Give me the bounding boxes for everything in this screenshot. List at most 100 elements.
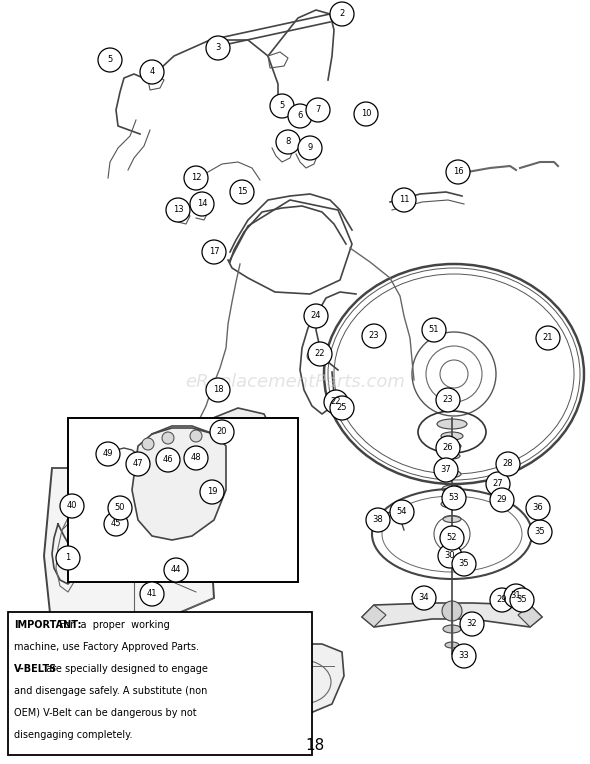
Circle shape <box>436 388 460 412</box>
Text: 39: 39 <box>121 663 132 672</box>
Text: 40: 40 <box>67 501 77 510</box>
Text: 18: 18 <box>212 386 223 394</box>
Circle shape <box>452 644 476 668</box>
Text: 34: 34 <box>419 594 430 603</box>
Ellipse shape <box>441 432 463 440</box>
Circle shape <box>289 111 303 125</box>
Circle shape <box>156 448 180 472</box>
Circle shape <box>362 324 386 348</box>
Circle shape <box>392 188 416 212</box>
Circle shape <box>104 512 128 536</box>
Circle shape <box>496 452 520 476</box>
Circle shape <box>330 396 354 420</box>
Circle shape <box>486 472 510 496</box>
Ellipse shape <box>443 442 461 449</box>
Circle shape <box>210 420 234 444</box>
Text: 36: 36 <box>533 503 543 513</box>
Circle shape <box>510 588 534 612</box>
Circle shape <box>354 102 378 126</box>
Ellipse shape <box>443 516 461 523</box>
Text: 24: 24 <box>311 312 321 321</box>
Circle shape <box>438 544 462 568</box>
Text: 22: 22 <box>331 397 341 406</box>
Ellipse shape <box>441 500 463 508</box>
Circle shape <box>436 436 460 460</box>
Text: 32: 32 <box>467 620 477 629</box>
Circle shape <box>273 101 287 115</box>
Circle shape <box>440 526 464 550</box>
Circle shape <box>288 104 312 128</box>
Ellipse shape <box>444 453 460 459</box>
Polygon shape <box>362 603 542 627</box>
Circle shape <box>298 136 322 160</box>
Text: 53: 53 <box>448 494 459 503</box>
Text: 2: 2 <box>339 9 345 18</box>
Circle shape <box>114 656 138 680</box>
Ellipse shape <box>443 471 461 478</box>
Circle shape <box>460 612 484 636</box>
Circle shape <box>302 144 314 156</box>
Text: 43: 43 <box>293 695 303 704</box>
Circle shape <box>304 304 328 328</box>
Circle shape <box>206 36 230 60</box>
Circle shape <box>206 378 230 402</box>
Circle shape <box>140 582 164 606</box>
Circle shape <box>390 500 414 524</box>
Circle shape <box>536 326 560 350</box>
Circle shape <box>307 105 321 119</box>
Polygon shape <box>518 605 542 627</box>
Text: 12: 12 <box>191 173 201 183</box>
Text: 5: 5 <box>107 56 113 64</box>
Circle shape <box>422 318 446 342</box>
Text: 47: 47 <box>133 459 143 468</box>
Text: 8: 8 <box>286 138 291 147</box>
Text: 13: 13 <box>173 206 183 215</box>
Text: 27: 27 <box>493 480 503 488</box>
Text: 51: 51 <box>429 325 439 335</box>
Text: 19: 19 <box>206 487 217 497</box>
Bar <box>8 612 312 755</box>
Polygon shape <box>172 460 262 530</box>
Text: 5: 5 <box>280 102 284 111</box>
Text: 6: 6 <box>297 112 303 121</box>
Circle shape <box>308 342 332 366</box>
Text: 11: 11 <box>399 196 409 205</box>
Circle shape <box>528 520 552 544</box>
Circle shape <box>230 180 254 204</box>
Circle shape <box>526 496 550 520</box>
Text: 33: 33 <box>458 652 470 661</box>
Circle shape <box>442 486 466 510</box>
Circle shape <box>60 494 84 518</box>
Circle shape <box>200 480 224 504</box>
Circle shape <box>286 688 310 712</box>
Text: machine, use Factory Approved Parts.: machine, use Factory Approved Parts. <box>14 642 199 652</box>
Circle shape <box>140 60 164 84</box>
Text: 14: 14 <box>196 199 207 209</box>
Circle shape <box>142 438 154 450</box>
Circle shape <box>202 240 226 264</box>
Circle shape <box>490 488 514 512</box>
Text: IMPORTANT:: IMPORTANT: <box>14 620 81 630</box>
Circle shape <box>307 351 317 361</box>
Text: 45: 45 <box>111 520 122 529</box>
Ellipse shape <box>442 485 462 493</box>
Text: 15: 15 <box>237 187 247 196</box>
Text: 37: 37 <box>441 465 451 474</box>
Text: 1: 1 <box>65 553 71 562</box>
Text: 31: 31 <box>511 591 522 601</box>
Circle shape <box>412 586 436 610</box>
Ellipse shape <box>443 625 461 633</box>
Text: eReplacementParts.com: eReplacementParts.com <box>185 373 405 391</box>
Text: 25: 25 <box>337 403 348 413</box>
Text: 17: 17 <box>209 248 219 257</box>
Text: 21: 21 <box>543 334 553 342</box>
Circle shape <box>366 508 390 532</box>
Bar <box>68 418 298 582</box>
Text: For  a  proper  working: For a proper working <box>56 620 170 630</box>
Text: 41: 41 <box>147 590 158 598</box>
Polygon shape <box>132 428 226 540</box>
Circle shape <box>126 452 150 476</box>
Polygon shape <box>44 468 214 632</box>
Polygon shape <box>362 605 386 627</box>
Text: 49: 49 <box>103 449 113 458</box>
